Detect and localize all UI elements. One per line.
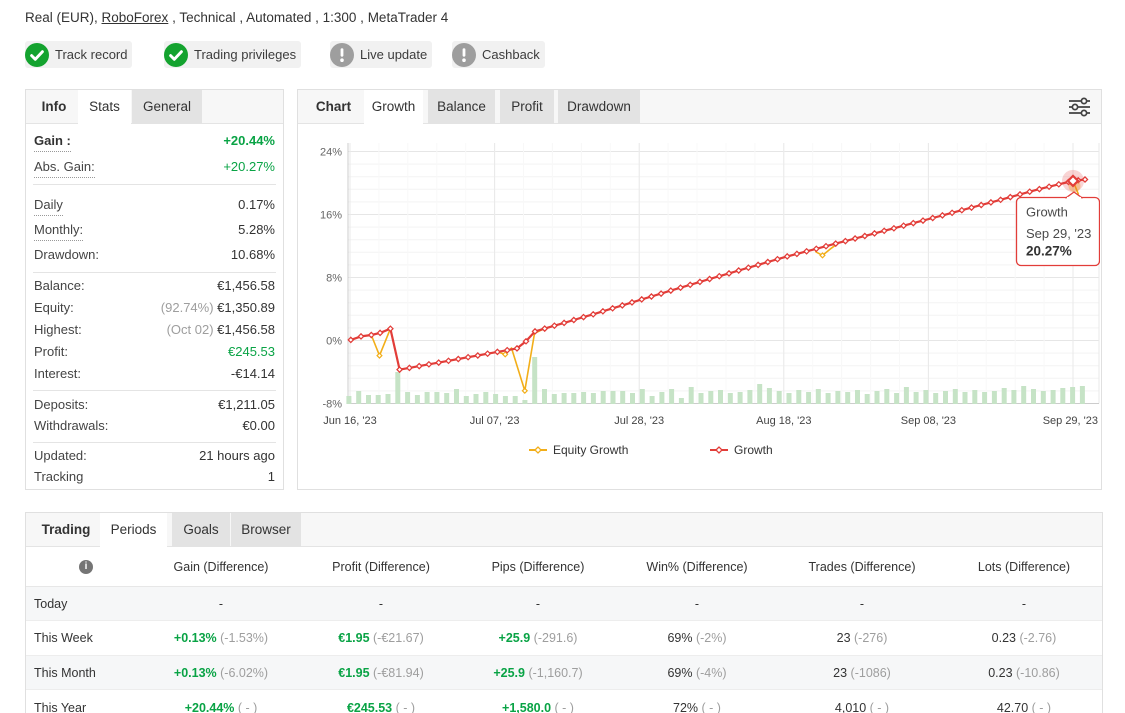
- svg-text:Sep 29, '23: Sep 29, '23: [1043, 415, 1098, 427]
- svg-text:Sep 29, '23: Sep 29, '23: [1026, 226, 1091, 241]
- svg-text:0%: 0%: [326, 336, 342, 348]
- svg-text:-8%: -8%: [322, 399, 342, 411]
- svg-text:16%: 16%: [320, 210, 342, 222]
- svg-text:Sep 08, '23: Sep 08, '23: [901, 415, 956, 427]
- svg-text:Jul 28, '23: Jul 28, '23: [614, 415, 664, 427]
- svg-text:8%: 8%: [326, 273, 342, 285]
- svg-text:24%: 24%: [320, 147, 342, 159]
- svg-text:Aug 18, '23: Aug 18, '23: [756, 415, 811, 427]
- svg-text:Jun 16, '23: Jun 16, '23: [323, 415, 376, 427]
- svg-text:Growth: Growth: [734, 443, 773, 457]
- svg-text:20.27%: 20.27%: [1026, 244, 1072, 259]
- svg-text:Growth: Growth: [1026, 205, 1068, 220]
- svg-text:Jul 07, '23: Jul 07, '23: [470, 415, 520, 427]
- svg-text:Equity Growth: Equity Growth: [553, 443, 628, 457]
